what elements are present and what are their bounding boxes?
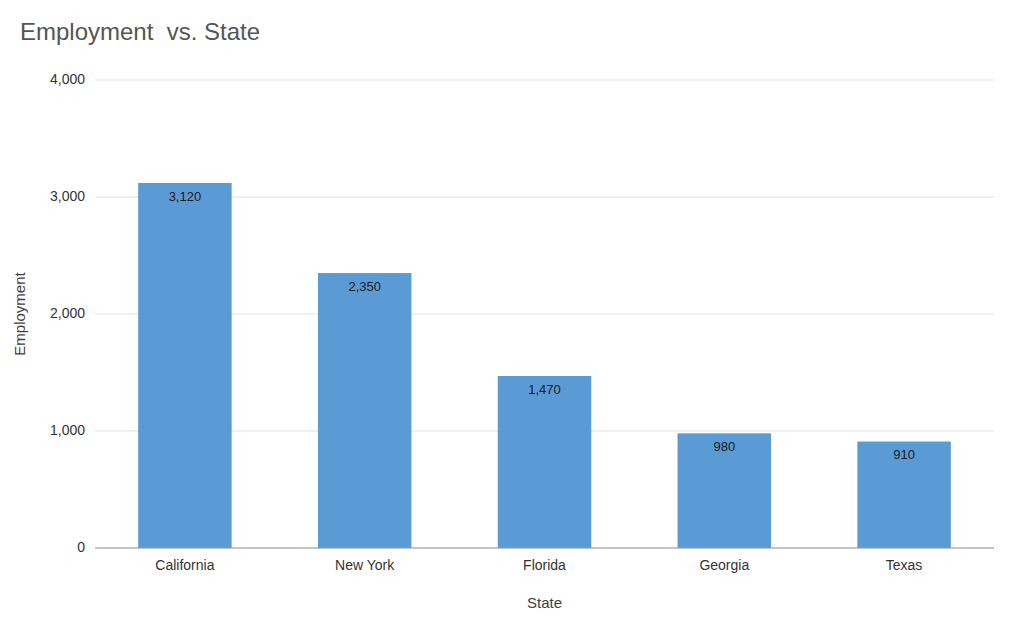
x-tick-label: New York xyxy=(335,557,395,573)
bar xyxy=(318,273,411,548)
y-tick-label: 2,000 xyxy=(50,305,85,321)
data-labels: 3,120 2,350 1,470 980 910 xyxy=(169,189,915,463)
title: Employment vs. State xyxy=(20,18,260,45)
chart: 0 1,000 2,000 3,000 4,000 3,120 2,350 1,470 980 9… xyxy=(0,0,1024,633)
y-axis: 0 1,000 2,000 3,000 4,000 xyxy=(50,71,85,555)
x-axis: California New York Florida Georgia Texas xyxy=(155,557,922,573)
y-tick-label: 3,000 xyxy=(50,188,85,204)
x-axis-label: State xyxy=(527,594,562,611)
data-label: 980 xyxy=(713,439,735,454)
grid-line xyxy=(95,548,994,549)
grid-line xyxy=(95,80,994,81)
x-axis-line xyxy=(95,548,994,549)
x-tick-label: Florida xyxy=(523,557,566,573)
data-label: 1,470 xyxy=(528,382,561,397)
y-tick-label: 4,000 xyxy=(50,71,85,87)
data-label: 2,350 xyxy=(348,279,381,294)
bar xyxy=(498,376,591,548)
data-label: 3,120 xyxy=(169,189,202,204)
x-tick-label: Texas xyxy=(886,557,923,573)
y-axis-label: Employment xyxy=(11,271,28,355)
y-tick-label: 1,000 xyxy=(50,422,85,438)
bars xyxy=(138,183,951,548)
grid xyxy=(95,80,994,548)
bar xyxy=(857,442,950,548)
bar xyxy=(678,433,771,548)
data-label: 910 xyxy=(893,447,915,462)
bar xyxy=(138,183,231,548)
chart-container: 0 1,000 2,000 3,000 4,000 3,120 2,350 1,470 980 9… xyxy=(0,0,1024,633)
y-tick-label: 0 xyxy=(77,539,85,555)
x-tick-label: California xyxy=(155,557,214,573)
x-tick-label: Georgia xyxy=(699,557,749,573)
